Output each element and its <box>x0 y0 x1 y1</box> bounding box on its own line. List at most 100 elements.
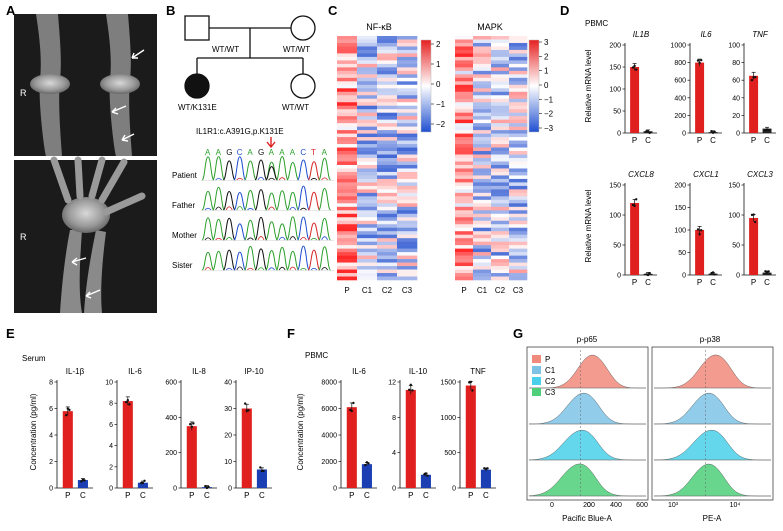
heatmap-cell <box>337 213 358 218</box>
heatmap-cell <box>509 196 528 201</box>
heatmap-cell <box>455 63 474 68</box>
heatmap-cell <box>397 192 418 197</box>
heatmap-cell <box>357 60 378 65</box>
bar-chart-title: IP-10 <box>244 367 264 376</box>
heatmap-cell <box>357 206 378 211</box>
heatmap-cell <box>337 154 358 159</box>
y-tick-label: 8000 <box>321 380 337 387</box>
heatmap-cell <box>509 182 528 187</box>
heatmap-cell <box>491 154 510 159</box>
heatmap-cell <box>377 77 398 82</box>
data-point <box>631 66 635 69</box>
trace-minor <box>204 267 212 271</box>
data-point <box>68 408 71 412</box>
heatmap-cell <box>337 109 358 113</box>
x-category-label: P <box>65 491 70 500</box>
heatmap-cell <box>455 140 474 145</box>
bar-chart-f-11: IL-10 0 4 8 12 P C <box>388 367 436 500</box>
legend-label: P <box>545 355 550 364</box>
heatmap-cell <box>337 56 358 61</box>
heatmap-cell <box>377 67 398 72</box>
heatmap-cell <box>337 88 358 93</box>
heatmap-cell <box>397 266 418 270</box>
heatmap-cell <box>397 46 418 51</box>
heatmap-cell <box>491 74 510 79</box>
heatmap-cell <box>491 84 510 89</box>
trace-minor <box>289 266 297 271</box>
trace-minor <box>278 177 286 181</box>
y-tick-label: 1000 <box>440 415 456 422</box>
panel-a-label: A <box>6 3 16 18</box>
arrow-icon <box>111 105 127 115</box>
heatmap-cell <box>509 60 528 65</box>
heatmap-cell <box>357 126 378 131</box>
data-point <box>635 68 638 71</box>
heatmap-cell <box>455 137 474 141</box>
heatmap-cell <box>509 91 528 96</box>
trace-minor <box>321 236 328 241</box>
trace-peak <box>233 251 247 271</box>
heatmap-cell <box>509 36 528 40</box>
heatmap-cell <box>337 266 358 270</box>
heatmap-cell <box>397 42 418 47</box>
heatmap-cell <box>377 133 398 138</box>
bar-p <box>346 407 357 488</box>
y-tick-label: 50 <box>613 243 621 250</box>
data-point <box>648 131 651 135</box>
heatmap-cell <box>377 210 398 215</box>
trace-peak <box>212 250 226 271</box>
data-point <box>750 78 754 82</box>
heatmap-cell <box>473 182 492 187</box>
heatmap-cell <box>509 56 528 61</box>
heatmap-cell <box>491 88 510 93</box>
trace-minor <box>236 177 244 181</box>
heatmap-cell <box>337 231 358 235</box>
heatmap-cell <box>377 171 398 176</box>
heatmap-cell <box>455 77 474 82</box>
heatmap-cell <box>455 217 474 222</box>
heatmap-title-mapk: MAPK <box>477 22 503 32</box>
heatmap-cell <box>491 123 510 127</box>
x-category-label: C <box>764 136 770 145</box>
heatmap-cell <box>455 269 474 274</box>
bar-p <box>695 230 705 275</box>
heatmap-cell <box>377 151 398 155</box>
heatmap-cell <box>473 147 492 152</box>
heatmap-cell <box>473 137 492 141</box>
trace-peak <box>275 156 289 181</box>
heatmap-cell <box>509 206 528 211</box>
heatmap-cell <box>455 203 474 208</box>
heatmap-cell <box>473 245 492 249</box>
data-point <box>350 409 353 413</box>
y-tick-label: 0 <box>682 273 686 280</box>
y-tick-label: 0 <box>452 486 456 493</box>
trace-minor <box>215 237 222 241</box>
x-category-label: C <box>764 278 770 287</box>
y-tick-label: 0 <box>617 273 621 280</box>
heatmap-cell <box>337 63 358 68</box>
heatmap-cell <box>357 227 378 232</box>
heatmap-cell <box>455 98 474 103</box>
flow-xlabel-pp38: PE-A <box>703 514 722 523</box>
heatmap-cell <box>397 245 418 249</box>
heatmap-cell <box>455 67 474 72</box>
heatmap-cell <box>377 199 398 204</box>
heatmap-cell <box>397 161 418 166</box>
panel-e-label: E <box>6 326 15 341</box>
heatmap-cell <box>473 67 492 72</box>
bar-chart-d-1: IL6 0 200 400 600 800 1000 P C <box>670 30 722 145</box>
patient-genotype: WT/K131E <box>178 103 217 112</box>
sequence-base: A <box>205 148 211 157</box>
data-point <box>190 425 193 429</box>
heatmap-cell <box>473 116 492 120</box>
bar-p <box>241 408 252 488</box>
heatmap-cell <box>357 49 378 54</box>
heatmap-cell <box>337 116 358 120</box>
heatmap-cell <box>455 158 474 162</box>
heatmap-cell <box>473 109 492 113</box>
heatmap-cell <box>397 123 418 127</box>
y-tick-label: 4000 <box>321 433 337 440</box>
panel-d-label: D <box>560 3 569 18</box>
